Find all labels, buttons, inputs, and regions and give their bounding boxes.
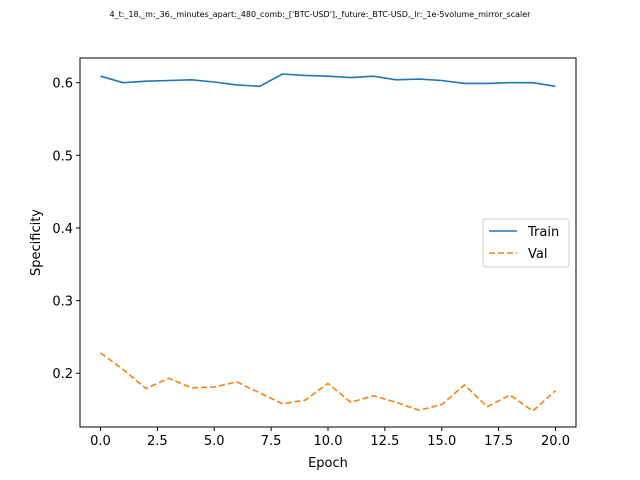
series-layer — [100, 73, 557, 412]
y-tick-label: 0.4 — [52, 222, 73, 237]
legend-label-val: Val — [528, 247, 547, 262]
legend: Train Val — [482, 218, 570, 268]
x-tick-label: 7.5 — [261, 434, 282, 449]
y-tick-label: 0.3 — [52, 295, 73, 310]
x-tick-label: 5.0 — [204, 434, 225, 449]
series-line-val — [100, 352, 557, 412]
y-axis-label: Specificity — [29, 209, 44, 276]
legend-label-train: Train — [527, 225, 559, 240]
x-tick-label: 2.5 — [147, 434, 168, 449]
x-tick-label: 15.0 — [427, 434, 456, 449]
chart-title: 4_t:_18,_m:_36,_minutes_apart:_480_comb:… — [110, 10, 532, 19]
x-tick-label: 20.0 — [541, 434, 570, 449]
y-axis: 0.2 0.3 0.4 0.5 0.6 — [52, 77, 80, 382]
x-tick-label: 12.5 — [370, 434, 399, 449]
x-tick-label: 17.5 — [484, 434, 513, 449]
x-tick-label: 10.0 — [314, 434, 343, 449]
y-tick-label: 0.2 — [52, 367, 73, 382]
series-line-train — [100, 73, 556, 88]
y-tick-label: 0.5 — [52, 149, 73, 164]
y-tick-label: 0.6 — [52, 77, 73, 92]
x-axis-label: Epoch — [308, 456, 348, 471]
x-tick-label: 0.0 — [90, 434, 111, 449]
x-axis: 0.0 2.5 5.0 7.5 10.0 12.5 15.0 17.5 20.0 — [90, 427, 570, 449]
